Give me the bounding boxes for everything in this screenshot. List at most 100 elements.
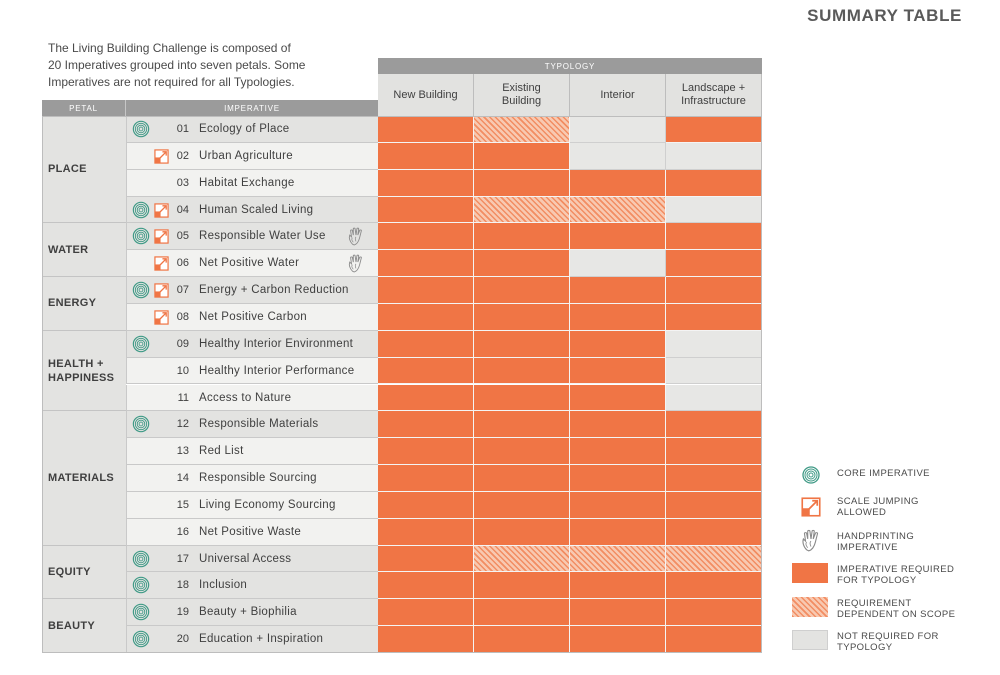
typology-cell-new-building [378, 599, 474, 627]
typology-cell-existing-building [474, 491, 570, 519]
typology-cell-interior [570, 303, 666, 331]
core-imperative-icon [132, 416, 150, 433]
typology-cell-new-building [378, 518, 474, 546]
scale-jumping-icon [154, 310, 169, 325]
petal-energy: ENERGY [42, 277, 126, 331]
handprinting-icon [348, 254, 362, 273]
typology-cell-interior [570, 384, 666, 412]
typology-cell-existing-building [474, 250, 570, 278]
imperative-name: Responsible Materials [199, 418, 319, 431]
imperative-row: 18 Inclusion [126, 572, 378, 600]
core-imperative-icon [132, 201, 150, 218]
imperative-number: 05 [176, 230, 189, 243]
imperative-name: Net Positive Carbon [199, 310, 307, 323]
imperative-row: 06 Net Positive Water [126, 250, 378, 278]
typology-cell-landscape-infrastructure [666, 626, 762, 653]
legend-dependent: REQUIREMENT DEPENDENT ON SCOPE [792, 597, 982, 621]
typology-existing-building: Existing Building [474, 74, 570, 116]
typology-cell-existing-building [474, 116, 570, 143]
petal-beauty: BEAUTY [42, 599, 126, 653]
scale-jumping-icon [154, 229, 169, 245]
typology-cell-new-building [378, 465, 474, 492]
legend-label: REQUIREMENT [837, 598, 912, 609]
imperative-name: Education + Inspiration [199, 633, 324, 646]
typology-cell-existing-building [474, 465, 570, 492]
imperative-row: 11 Access to Nature [126, 384, 378, 412]
not-required-swatch [792, 630, 828, 650]
imperative-row: 05 Responsible Water Use [126, 223, 378, 251]
typology-cell-existing-building [474, 518, 570, 546]
typology-cell-landscape-infrastructure [666, 330, 762, 358]
typology-cell-existing-building [474, 303, 570, 331]
imperative-name: Responsible Water Use [199, 230, 326, 243]
legend-label: ALLOWED [837, 507, 887, 518]
intro-line: 20 Imperatives grouped into seven petals… [48, 58, 306, 72]
imperative-row: 02 Urban Agriculture [126, 142, 378, 170]
typology-cell-new-building [378, 169, 474, 197]
typology-label: Infrastructure [681, 95, 746, 107]
core-imperative-icon [132, 281, 150, 299]
typology-cell-landscape-infrastructure [666, 572, 762, 600]
legend-label: DEPENDENT ON SCOPE [837, 609, 956, 620]
petal-label: HAPPINESS [48, 371, 115, 384]
core-imperative-icon [132, 630, 150, 648]
typology-cell-existing-building [474, 384, 570, 412]
legend-label: FOR TYPOLOGY [837, 575, 917, 586]
intro-line: The Living Building Challenge is compose… [48, 41, 291, 55]
imperative-row: 17 Universal Access [126, 545, 378, 573]
typology-cell-landscape-infrastructure [666, 545, 762, 573]
imperative-number: 18 [176, 579, 189, 592]
typology-cell-existing-building [474, 169, 570, 197]
legend-core: CORE IMPERATIVE [792, 465, 982, 485]
typology-cell-existing-building [474, 330, 570, 358]
intro-line: Imperatives are not required for all Typ… [48, 75, 295, 89]
imperative-number: 10 [176, 364, 189, 377]
scale-jumping-icon [801, 497, 821, 517]
typology-cell-landscape-infrastructure [666, 411, 762, 439]
typology-cell-landscape-infrastructure [666, 169, 762, 197]
typology-cell-interior [570, 277, 666, 304]
imperative-name: Human Scaled Living [199, 203, 314, 216]
typology-label: New Building [393, 88, 458, 101]
core-imperative-icon [802, 466, 820, 484]
petal-label: ENERGY [48, 297, 97, 310]
typology-cell-new-building [378, 250, 474, 278]
typology-cell-interior [570, 357, 666, 385]
imperative-row: 14 Responsible Sourcing [126, 465, 378, 492]
typology-cell-landscape-infrastructure [666, 277, 762, 304]
imperative-row: 13 Red List [126, 438, 378, 466]
typology-cell-landscape-infrastructure [666, 357, 762, 385]
imperative-row: 09 Healthy Interior Environment [126, 330, 378, 358]
petal-header: PETAL [42, 100, 126, 116]
typology-cell-existing-building [474, 572, 570, 600]
typology-cell-interior [570, 116, 666, 143]
typology-cell-existing-building [474, 277, 570, 304]
imperative-name: Responsible Sourcing [199, 472, 317, 485]
typology-label: Building [501, 95, 542, 107]
typology-cell-interior [570, 518, 666, 546]
typology-interior: Interior [570, 74, 666, 116]
petal-label: PLACE [48, 163, 87, 176]
imperative-number: 13 [176, 445, 189, 458]
typology-cell-new-building [378, 142, 474, 170]
typology-cell-existing-building [474, 223, 570, 251]
typology-cell-landscape-infrastructure [666, 518, 762, 546]
typology-cell-landscape-infrastructure [666, 384, 762, 412]
imperative-number: 16 [176, 525, 189, 538]
imperative-number: 02 [176, 149, 189, 162]
typology-cell-new-building [378, 116, 474, 143]
imperative-number: 03 [176, 176, 189, 189]
handprinting-icon [802, 529, 819, 552]
typology-cell-new-building [378, 411, 474, 439]
core-imperative-icon [132, 577, 150, 594]
imperative-number: 14 [176, 472, 189, 485]
typology-cell-interior [570, 491, 666, 519]
typology-cell-existing-building [474, 357, 570, 385]
typology-cell-landscape-infrastructure [666, 599, 762, 627]
imperative-row: 08 Net Positive Carbon [126, 303, 378, 331]
page-title: SUMMARY TABLE [807, 6, 962, 25]
intro-text: The Living Building Challenge is compose… [48, 40, 348, 91]
imperative-number: 04 [176, 203, 189, 216]
imperative-name: Net Positive Waste [199, 525, 302, 538]
imperative-name: Access to Nature [199, 391, 292, 404]
